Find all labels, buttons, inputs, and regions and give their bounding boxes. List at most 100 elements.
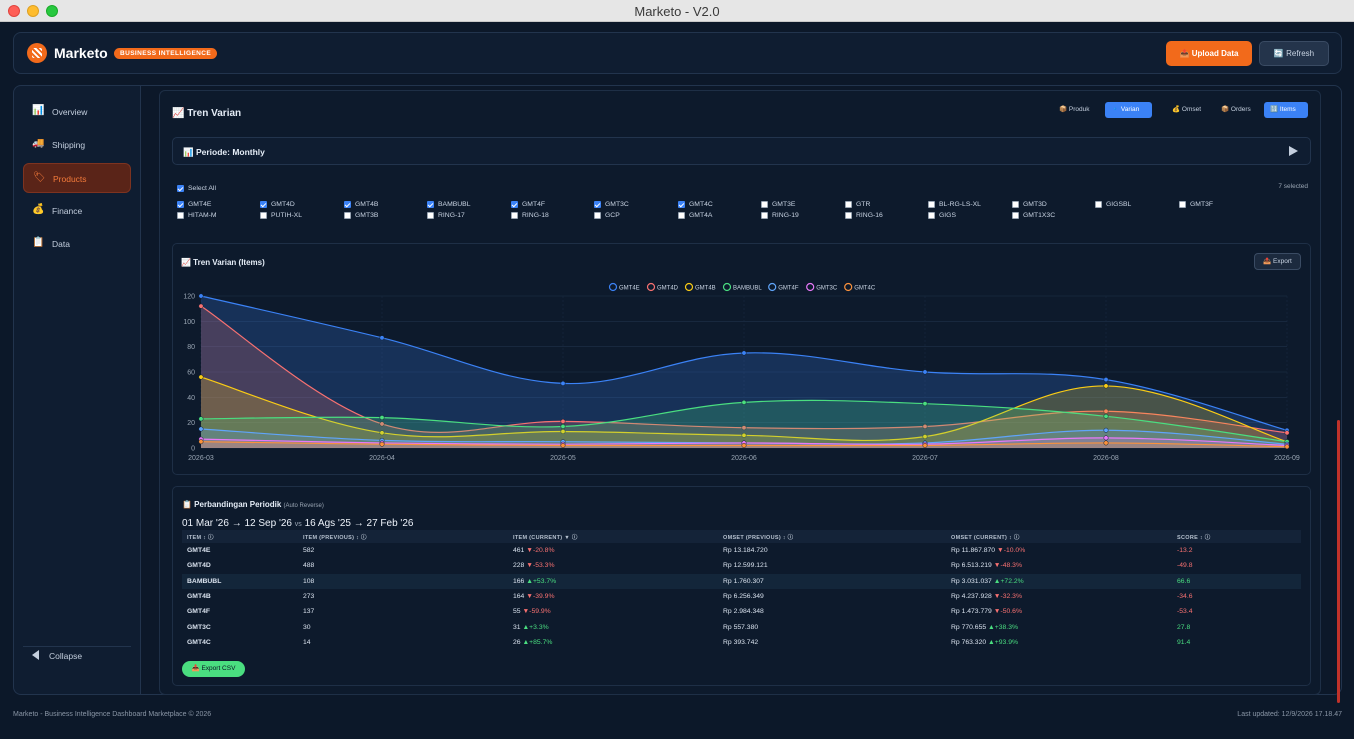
variant-checkbox-gmt3d[interactable]: GMT3D <box>1012 200 1047 209</box>
sidebar-item-overview[interactable]: 📊 Overview <box>23 97 131 127</box>
data-point-gmt4d <box>560 418 566 424</box>
table-row[interactable]: GMT4E 582 461 ▼-20.8% Rp 13.184.720 Rp 1… <box>182 543 1301 558</box>
variant-checkbox-gtr[interactable]: GTR <box>845 200 870 209</box>
table-row[interactable]: BAMBUBL 108 166 ▲+53.7% Rp 1.760.307 Rp … <box>182 573 1301 589</box>
variant-checkbox-ring-16[interactable]: RING-16 <box>845 211 883 220</box>
table-cell: 66.6 <box>1172 573 1301 589</box>
variant-checkbox-bambubl[interactable]: BAMBUBL <box>427 200 470 209</box>
sidebar-item-finance[interactable]: 💰 Finance <box>23 196 131 226</box>
variant-checkbox-gmt1x3c[interactable]: GMT1X3C <box>1012 211 1055 220</box>
export-csv-button[interactable]: 📥 Export CSV <box>182 661 245 677</box>
variant-checkbox-gmt4a[interactable]: GMT4A <box>678 211 712 220</box>
cell-value: 228 <box>513 562 525 570</box>
table-cell: 461 ▼-20.8% <box>508 543 718 558</box>
variant-checkbox-ring-19[interactable]: RING-19 <box>761 211 799 220</box>
play-icon[interactable] <box>1289 146 1298 156</box>
upload-data-button[interactable]: 📤 Upload Data <box>1166 41 1252 66</box>
sidebar: 📊 Overview 🚚 Shipping 🏷 Products 💰 Finan… <box>13 85 140 695</box>
toggle-varian[interactable]: 🔹 Varian <box>1105 102 1152 118</box>
close-window-button[interactable] <box>8 5 20 17</box>
legend-marker-gmt4e <box>608 282 618 292</box>
variant-checkbox-hitam-m[interactable]: HITAM-M <box>177 211 217 220</box>
legend-marker-gmt4f <box>768 282 777 292</box>
variant-checkbox-gigsbl[interactable]: GIGSBL <box>1095 200 1131 209</box>
data-point-gmt4c <box>379 441 385 447</box>
x-tick-label: 2026-07 <box>912 455 938 462</box>
app: Marketo BUSINESS INTELLIGENCE 📤 Upload D… <box>0 22 1354 739</box>
toggle-omset[interactable]: 💰 Omset <box>1172 106 1202 113</box>
table-row[interactable]: GMT4D 488 228 ▼-53.3% Rp 12.599.121 Rp 6… <box>182 558 1301 573</box>
select-all-checkbox[interactable]: Select All <box>177 184 216 193</box>
sidebar-item-products[interactable]: 🏷 Products <box>23 163 131 193</box>
variant-label: GMT4B <box>355 201 379 208</box>
collapse-button[interactable]: Collapse <box>23 650 131 661</box>
variant-checkbox-gmt4d[interactable]: GMT4D <box>260 200 295 209</box>
toggle-orders[interactable]: 📦 Orders <box>1221 106 1251 113</box>
variant-label: GMT4D <box>271 201 295 208</box>
footer-text: Marketo - Business Intelligence Dashboar… <box>13 711 212 718</box>
toggle-items[interactable]: 🔢 Items <box>1264 102 1308 118</box>
column-header[interactable]: ITEM ↕ ⓘ <box>182 530 298 543</box>
variant-checkbox-gmt4c[interactable]: GMT4C <box>678 200 713 209</box>
sidebar-item-label: Data <box>52 239 70 249</box>
table-row[interactable]: GMT3C 30 31 ▲+3.3% Rp 557.380 Rp 770.655… <box>182 619 1301 634</box>
variant-checkbox-gmt3c[interactable]: GMT3C <box>594 200 629 209</box>
periode-selector[interactable]: 📊 Periode: Monthly <box>172 137 1311 165</box>
column-header[interactable]: OMSET (PREVIOUS) ↕ ⓘ <box>718 530 946 543</box>
table-row[interactable]: GMT4B 273 164 ▼-39.9% Rp 6.256.349 Rp 4.… <box>182 589 1301 604</box>
refresh-button[interactable]: 🔄 Refresh <box>1259 41 1329 66</box>
chart-card: 📈 Tren Varian (Items) 📤 Export 0 20 40 60 80… <box>172 243 1311 475</box>
brand-badge: BUSINESS INTELLIGENCE <box>114 48 218 59</box>
maximize-window-button[interactable] <box>46 5 58 17</box>
cell-value: Rp 770.655 <box>951 623 987 631</box>
table-cell: GMT4B <box>182 589 298 604</box>
scrollbar[interactable] <box>1337 420 1340 703</box>
variant-label: GMT3F <box>1190 201 1214 208</box>
variant-label: GTR <box>856 201 871 208</box>
cell-value: Rp 4.237.928 <box>951 593 992 601</box>
variant-checkbox-gmt4b[interactable]: GMT4B <box>344 200 378 209</box>
minimize-window-button[interactable] <box>27 5 39 17</box>
table-cell: Rp 557.380 <box>718 619 946 634</box>
cell-value: 91.4 <box>1177 638 1191 646</box>
variant-checkbox-gcp[interactable]: GCP <box>594 211 620 220</box>
data-point-gmt3c <box>1103 435 1109 441</box>
legend-marker-gmt4c <box>844 282 853 292</box>
table-row[interactable]: GMT4F 137 55 ▼-59.9% Rp 2.984.348 Rp 1.4… <box>182 604 1301 619</box>
variant-checkbox-gmt3f[interactable]: GMT3F <box>1179 200 1213 209</box>
export-chart-button[interactable]: 📤 Export <box>1254 253 1301 270</box>
column-header[interactable]: ITEM (PREVIOUS) ↕ ⓘ <box>298 530 508 543</box>
sidebar-item-data[interactable]: 📋 Data <box>23 229 131 259</box>
cell-value: 164 <box>513 593 525 601</box>
column-header[interactable]: SCORE ↕ ⓘ <box>1172 530 1301 543</box>
x-tick-label: 2026-09 <box>1274 455 1300 462</box>
x-tick-label: 2026-06 <box>731 455 757 462</box>
table-cell: 582 <box>298 543 508 558</box>
variant-checkbox-gmt3b[interactable]: GMT3B <box>344 211 378 220</box>
variant-checkbox-gmt4e[interactable]: GMT4E <box>177 200 211 209</box>
cell-value: ▲+38.3% <box>988 623 1019 631</box>
variant-checkbox-gmt4f[interactable]: GMT4F <box>511 200 545 209</box>
table-row[interactable]: GMT4C 14 26 ▲+85.7% Rp 393.742 Rp 763.32… <box>182 635 1301 650</box>
variant-checkbox-ring-18[interactable]: RING-18 <box>511 211 549 220</box>
variant-checkbox-gigs[interactable]: GIGS <box>928 211 956 220</box>
data-point-gmt4e <box>379 335 385 341</box>
variant-checkbox-bl-rg-ls-xl[interactable]: BL-RG-LS-XL <box>928 200 981 209</box>
toggle-produk[interactable]: 📦 Produk <box>1059 106 1090 113</box>
variant-label: GMT3B <box>355 212 379 219</box>
column-header[interactable]: OMSET (CURRENT) ↕ ⓘ <box>946 530 1172 543</box>
data-point-gmt4b <box>922 434 928 440</box>
table-cell: 488 <box>298 558 508 573</box>
series-area-gmt4c <box>201 441 1287 448</box>
cell-value: ▼-53.3% <box>526 562 555 570</box>
variant-checkbox-gmt3e[interactable]: GMT3E <box>761 200 795 209</box>
column-header[interactable]: ITEM (CURRENT) ▼ ⓘ <box>508 530 718 543</box>
variant-checkbox-putih-xl[interactable]: PUTIH-XL <box>260 211 302 220</box>
legend-label-gmt4e: GMT4E <box>619 286 640 292</box>
sidebar-item-shipping[interactable]: 🚚 Shipping <box>23 130 131 160</box>
series-area-gmt4e <box>201 296 1287 448</box>
select-all-label: Select All <box>188 185 216 192</box>
collapse-label: Collapse <box>49 651 83 661</box>
variant-checkbox-ring-17[interactable]: RING-17 <box>427 211 465 220</box>
checkbox-icon <box>928 212 935 219</box>
